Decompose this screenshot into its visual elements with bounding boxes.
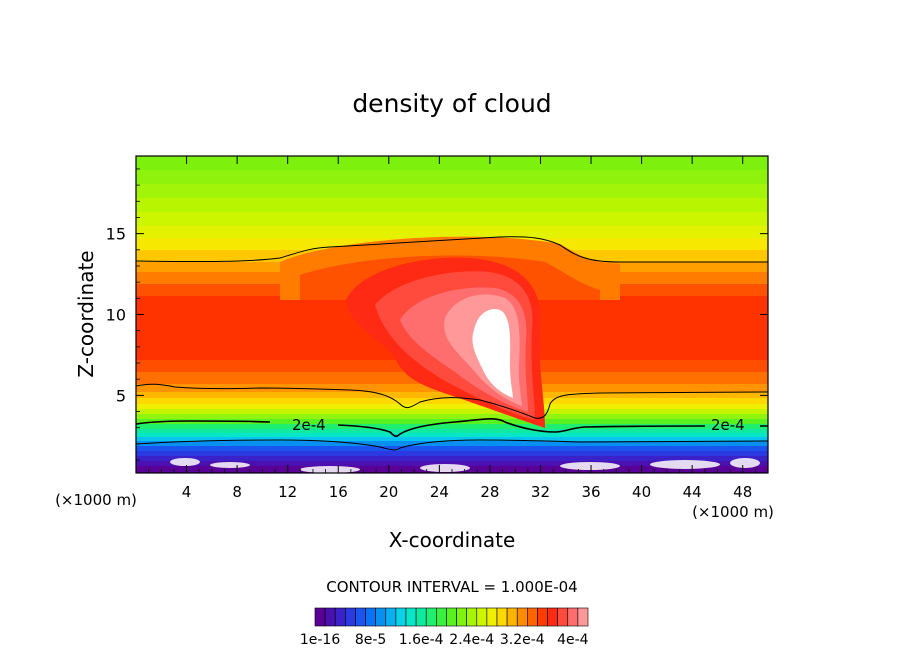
colorbar-swatch [527, 607, 538, 627]
colorbar-swatch [324, 607, 336, 627]
color-band [136, 184, 768, 199]
color-band [136, 441, 768, 447]
contour-label-right: 2e-4 [711, 416, 745, 434]
colorbar-label: 2.4e-4 [449, 632, 494, 648]
color-band [136, 446, 768, 452]
x-tick-label: 28 [480, 483, 499, 501]
color-band [136, 226, 768, 239]
y-axis-ticks: 5 10 15 [106, 168, 768, 461]
contour-upper [136, 236, 768, 263]
x-tick-label: 40 [632, 483, 651, 501]
y-axis-label: Z-coordinate [74, 250, 98, 377]
ground-gap [170, 458, 200, 466]
colorbar-label: 1e-16 [300, 632, 340, 648]
color-band [136, 433, 768, 438]
x-tick-label: 12 [278, 483, 297, 501]
colorbar-swatch [567, 607, 579, 627]
cell-core [472, 309, 513, 398]
color-band [136, 170, 768, 185]
y-tick-label: 10 [106, 306, 126, 325]
color-band [136, 456, 768, 462]
ground-gap [210, 462, 250, 468]
color-band [136, 461, 768, 467]
ground-gap [420, 464, 470, 472]
x-tick-label: 16 [329, 483, 348, 501]
x-unit-right: (×1000 m) [692, 503, 774, 521]
x-tick-label: 44 [683, 483, 702, 501]
color-band [136, 451, 768, 457]
colorbar-swatch [345, 607, 356, 627]
color-band [136, 198, 768, 213]
color-band [136, 404, 768, 410]
x-tick-label: 48 [733, 483, 752, 501]
contour-lower [136, 439, 768, 451]
ground-gap [730, 458, 760, 468]
contour-lines [136, 236, 768, 451]
ground-gap [560, 462, 620, 470]
ground-gap [300, 466, 360, 473]
x-tick-label: 20 [379, 483, 398, 501]
x-tick-label: 24 [430, 483, 449, 501]
x-unit-left: (×1000 m) [55, 491, 137, 509]
colorbar-labels: 1e-16 8e-5 1.6e-4 2.4e-4 3.2e-4 4e-4 [300, 632, 589, 648]
colorbar-swatch [456, 607, 467, 627]
colorbar-swatch [506, 607, 518, 627]
x-tick-label: 36 [581, 483, 600, 501]
x-tick-label: 4 [182, 483, 192, 501]
colorbar-swatch [405, 607, 417, 627]
y-tick-label: 15 [106, 225, 126, 244]
colorbar-swatch [466, 607, 478, 627]
color-band [136, 212, 768, 227]
colorbar-swatch [577, 607, 589, 627]
colorbar-swatch [516, 607, 528, 627]
x-axis-label: X-coordinate [389, 528, 516, 552]
color-band [136, 398, 768, 405]
contour-label-left: 2e-4 [292, 416, 326, 434]
ground-gap [650, 460, 720, 469]
color-band [136, 156, 768, 171]
y-tick-label: 5 [116, 386, 126, 405]
colorbar-swatch [334, 607, 346, 627]
colorbar-swatch [365, 607, 376, 627]
colorbar-swatch [476, 607, 488, 627]
colorbar-swatch [415, 607, 427, 627]
contour-2e-4 [136, 418, 768, 437]
x-axis-ticks: 4 8 12 16 20 24 28 32 36 40 44 48 [148, 156, 756, 501]
colorbar-swatch [557, 607, 569, 627]
contour-middle [136, 383, 768, 419]
colorbar-swatch [395, 607, 407, 627]
colorbar-label: 4e-4 [557, 632, 589, 648]
colorbar-swatch [486, 607, 498, 627]
contour-interval: CONTOUR INTERVAL = 1.000E-04 [326, 578, 577, 596]
x-tick-label: 8 [232, 483, 242, 501]
color-band [136, 429, 768, 434]
chart-title: density of cloud [352, 89, 551, 118]
colorbar-swatch [446, 607, 457, 627]
colorbar [314, 607, 589, 627]
colorbar-swatch [314, 607, 326, 627]
colorbar-swatch [496, 607, 508, 627]
colorbar-swatch [537, 607, 548, 627]
colorbar-swatch [355, 607, 366, 627]
colorbar-swatch [436, 607, 447, 627]
color-band [136, 437, 768, 442]
colorbar-label: 3.2e-4 [500, 632, 545, 648]
plot-area: 2e-4 2e-4 [136, 156, 768, 473]
color-band [136, 414, 768, 420]
colorbar-swatch [425, 607, 437, 627]
colorbar-label: 1.6e-4 [399, 632, 444, 648]
convective-cell [346, 257, 545, 428]
colorbar-swatch [375, 607, 387, 627]
colorbar-label: 8e-5 [355, 632, 386, 648]
colorbar-swatch [385, 607, 397, 627]
color-band [136, 409, 768, 415]
color-band [136, 424, 768, 430]
x-tick-label: 32 [531, 483, 550, 501]
colorbar-swatch [547, 607, 558, 627]
